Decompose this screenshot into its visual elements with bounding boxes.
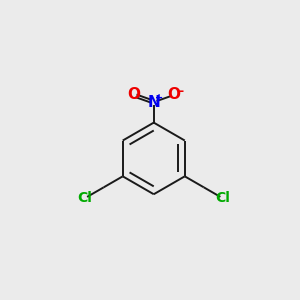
Text: -: - xyxy=(178,85,184,98)
Text: Cl: Cl xyxy=(77,191,92,205)
Text: N: N xyxy=(147,95,160,110)
Text: O: O xyxy=(167,87,180,102)
Text: Cl: Cl xyxy=(215,191,230,205)
Text: +: + xyxy=(155,93,164,103)
Text: O: O xyxy=(128,87,141,102)
